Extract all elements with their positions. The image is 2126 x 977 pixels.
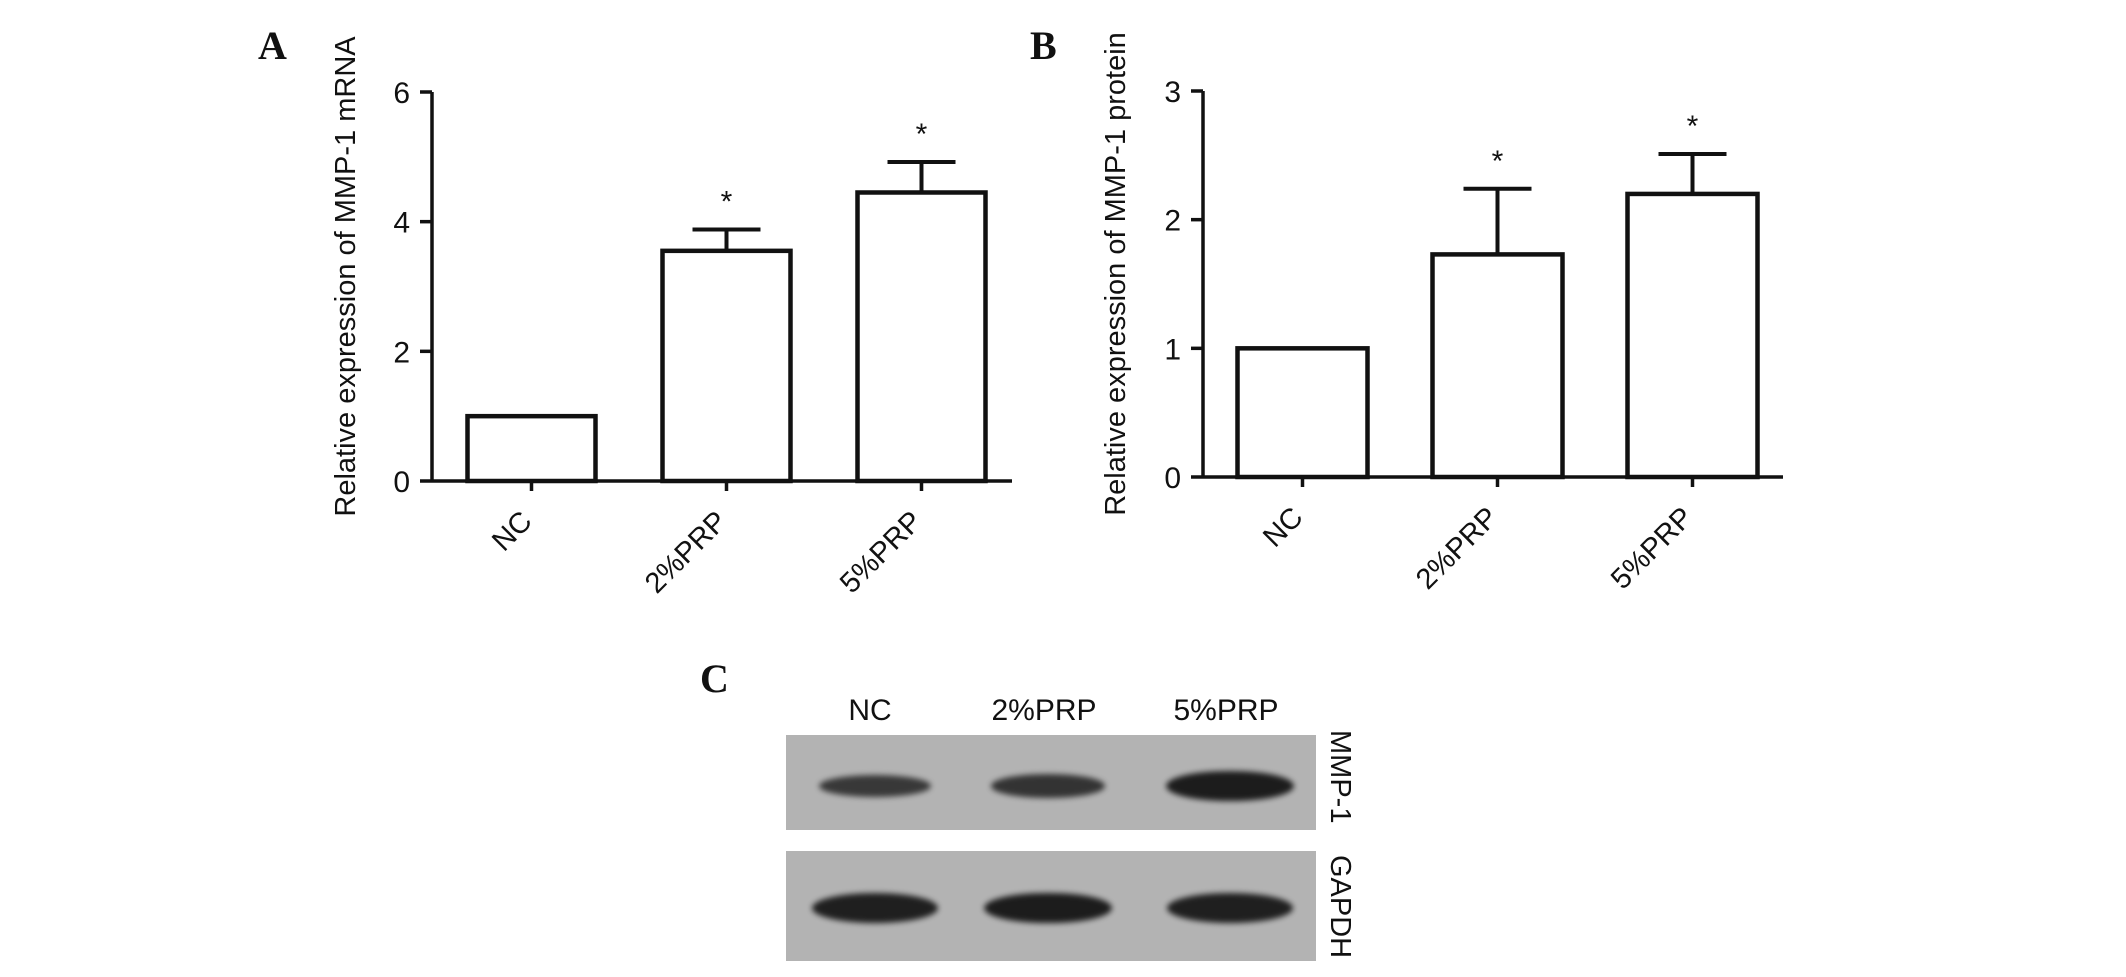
chart-0-y-tick-label: 0: [393, 466, 410, 499]
blot-lane-label-nc: NC: [848, 694, 892, 727]
chart-0-x-tick-label: 5%PRP: [834, 505, 928, 599]
blot-lane-label-5prp: 5%PRP: [1173, 694, 1279, 727]
blot-row-label-mmp1: MMP-1: [1324, 730, 1356, 824]
chart-0-significance-marker: *: [916, 118, 928, 151]
blot-band-mmp1: [819, 774, 931, 798]
chart-1-bar: [1235, 346, 1370, 480]
chart-0-x-tick-label: 2%PRP: [639, 505, 733, 599]
chart-1-y-tick-label: 0: [1164, 462, 1181, 495]
blot-lane-label-2prp: 2%PRP: [991, 694, 1097, 727]
chart-0-bar: [465, 413, 598, 484]
chart-0-y-tick-label: 6: [393, 77, 410, 110]
chart-0-y-tick-label: 4: [393, 207, 410, 240]
chart-0-y-tick-label: 2: [393, 336, 410, 369]
chart-1-bar: [1430, 252, 1565, 480]
chart-1-bar: [1625, 191, 1760, 480]
chart-1-significance-marker: *: [1492, 145, 1504, 178]
blot-band-gapdh: [1167, 893, 1293, 923]
chart-0-x-tick-label: NC: [486, 505, 538, 557]
chart-1-x-tick-label: 2%PRP: [1410, 501, 1504, 595]
chart-0-y-axis-label: Relative expression of MMP-1 mRNA: [330, 36, 362, 517]
chart-0-significance-marker: *: [721, 185, 733, 218]
panel-label-b: B: [1030, 23, 1057, 68]
blot-row-label-gapdh: GAPDH: [1324, 855, 1356, 959]
chart-1-y-tick-label: 2: [1164, 205, 1181, 238]
chart-1-y-tick-label: 1: [1164, 333, 1181, 366]
chart-1-y-tick-label: 3: [1164, 76, 1181, 109]
chart-1-x-tick-label: 5%PRP: [1605, 501, 1699, 595]
chart-0-bar: [855, 190, 988, 484]
blot-band-mmp1: [990, 774, 1106, 798]
chart-1-x-tick-label: NC: [1257, 501, 1309, 553]
panel-label-a: A: [258, 23, 287, 68]
blot-band-gapdh: [812, 893, 938, 923]
chart-1-significance-marker: *: [1687, 110, 1699, 143]
chart-0-bar: [660, 248, 793, 484]
chart-1-y-axis-label: Relative expression of MMP-1 protein: [1100, 32, 1132, 516]
blot-band-gapdh: [984, 892, 1112, 924]
panel-label-c: C: [700, 656, 729, 701]
blot-band-mmp1: [1166, 770, 1294, 802]
